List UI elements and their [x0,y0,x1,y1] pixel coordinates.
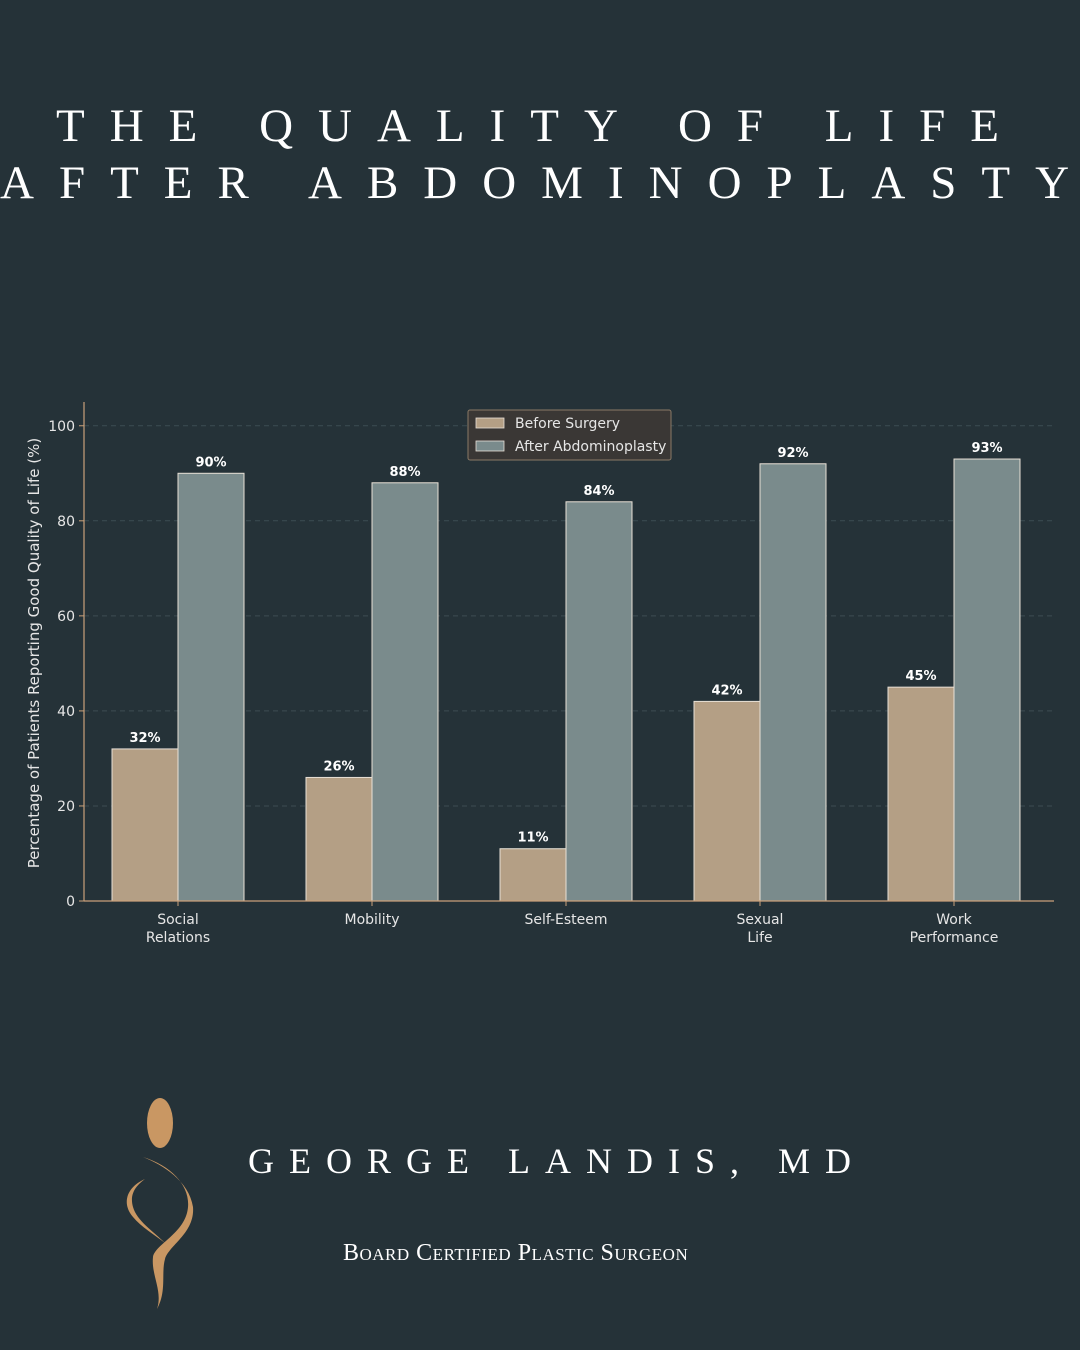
bar-before [693,700,761,902]
bar-before [305,776,373,902]
bar-value-label: 92% [777,446,808,461]
bar-value-label: 42% [711,683,742,698]
bar-before [111,748,179,902]
figure-silhouette-logo [126,1098,194,1309]
surgeon-name: George Landis, MD [248,1141,866,1181]
axes: 0 20 40 60 80 100 Social Relations Mobility Self-… [48,402,1054,946]
bar-value-label: 32% [129,731,160,746]
bar-after [371,482,439,902]
bar-after [565,501,633,902]
x-tick-label: Sexual Life [737,912,784,946]
y-tick-label: 80 [57,514,75,530]
title-line-2: After Abdominoplasty [0,157,1080,209]
x-tick-label: Social Relations [146,912,210,946]
page-title: The Quality of Life After Abdominoplasty [0,98,1080,212]
logo-head [147,1098,173,1148]
legend-swatch [475,440,505,452]
legend: Before Surgery After Abdominoplasty [467,409,672,461]
bar-chart: 32% 90% 26% 88% 11% 84% 42% 92% 45% 93% 0 20 40 60 80… [25,402,1054,946]
x-tick-label: Mobility [345,912,400,928]
bars [111,458,1021,902]
x-tick-label: Self-Esteem [524,912,607,928]
bar-value-label: 90% [195,455,226,470]
bar-value-label: 11% [517,831,548,846]
bar-before [499,848,567,902]
y-tick-label: 20 [57,799,75,815]
legend-box [467,409,672,461]
bar-before [887,686,955,902]
bar-value-label: 45% [905,669,936,684]
bar-after [177,472,245,902]
bar-value-label: 88% [389,465,420,480]
y-tick-label: 60 [57,609,75,625]
bar-value-label: 84% [583,484,614,499]
logo-body-stroke [143,1157,194,1309]
y-tick-label: 40 [57,704,75,720]
title-line-1: The Quality of Life [56,100,1024,152]
surgeon-tagline: Board Certified Plastic Surgeon [343,1240,689,1266]
bar-value-label: 93% [971,441,1002,456]
y-tick-label: 100 [48,419,75,435]
legend-swatch [475,417,505,429]
y-axis-label: Percentage of Patients Reporting Good Qu… [25,438,43,869]
bar-after [953,458,1021,902]
bar-value-label: 26% [323,759,354,774]
bar-after [759,463,827,902]
y-tick-label: 0 [66,894,75,910]
data-labels: 32% 90% 26% 88% 11% 84% 42% 92% 45% 93% [129,441,1002,846]
legend-label: Before Surgery [515,416,620,432]
legend-label: After Abdominoplasty [515,439,666,455]
logo-arm-stroke [126,1179,165,1243]
x-tick-label: Work Performance [910,912,999,946]
